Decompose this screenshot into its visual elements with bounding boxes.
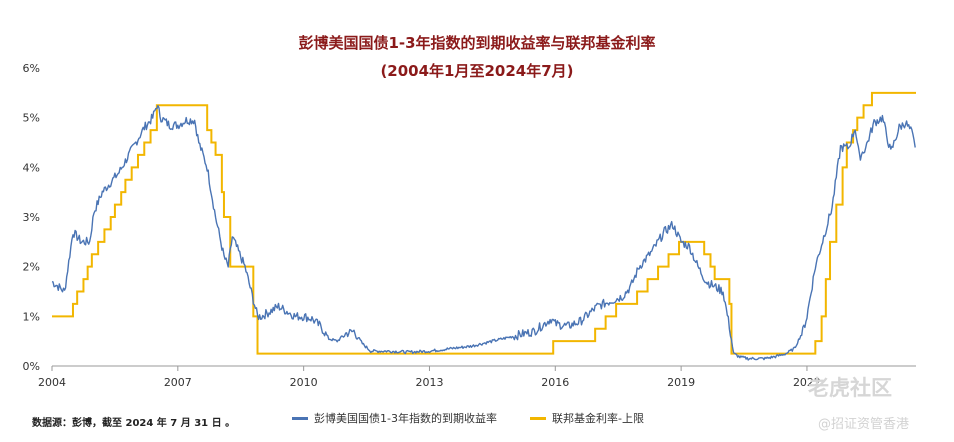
x-tick-label: 2010 — [290, 376, 318, 389]
legend-item-series2: 联邦基金利率-上限 — [530, 410, 644, 426]
legend-label-series1: 彭博美国国债1-3年指数的到期收益率 — [314, 412, 497, 425]
chart-subtitle: (2004年1月至2024年7月) — [380, 62, 574, 80]
source-note: 数据源：彭博，截至 2024 年 7 月 31 日 。 — [32, 418, 236, 429]
x-tick-label: 2022 — [793, 376, 821, 389]
series-line-fed-funds-upper — [52, 91, 916, 355]
y-tick-label: 1% — [23, 310, 40, 323]
x-tick-label: 2013 — [415, 376, 443, 389]
x-tick-label: 2019 — [667, 376, 695, 389]
legend-swatch-series2 — [530, 416, 546, 420]
chart-title: 彭博美国国债1-3年指数的到期收益率与联邦基金利率 — [298, 34, 656, 52]
x-tick-label: 2007 — [164, 376, 192, 389]
series-line-treasury-yield — [51, 105, 916, 361]
y-tick-label: 6% — [23, 62, 40, 75]
x-tick-label: 2004 — [38, 376, 66, 389]
y-tick-label: 0% — [23, 360, 40, 373]
legend-item-series1: 彭博美国国债1-3年指数的到期收益率 — [292, 410, 497, 426]
y-tick-label: 5% — [23, 112, 40, 125]
y-tick-label: 4% — [23, 161, 40, 174]
legend-swatch-series1 — [292, 416, 308, 420]
x-tick-label: 2016 — [541, 376, 569, 389]
y-tick-label: 3% — [23, 211, 40, 224]
watermark-logo-text: 老虎社区 — [808, 376, 892, 400]
y-tick-label: 2% — [23, 261, 40, 274]
legend-label-series2: 联邦基金利率-上限 — [552, 412, 644, 425]
watermark-handle: @招证资管香港 — [818, 417, 910, 432]
